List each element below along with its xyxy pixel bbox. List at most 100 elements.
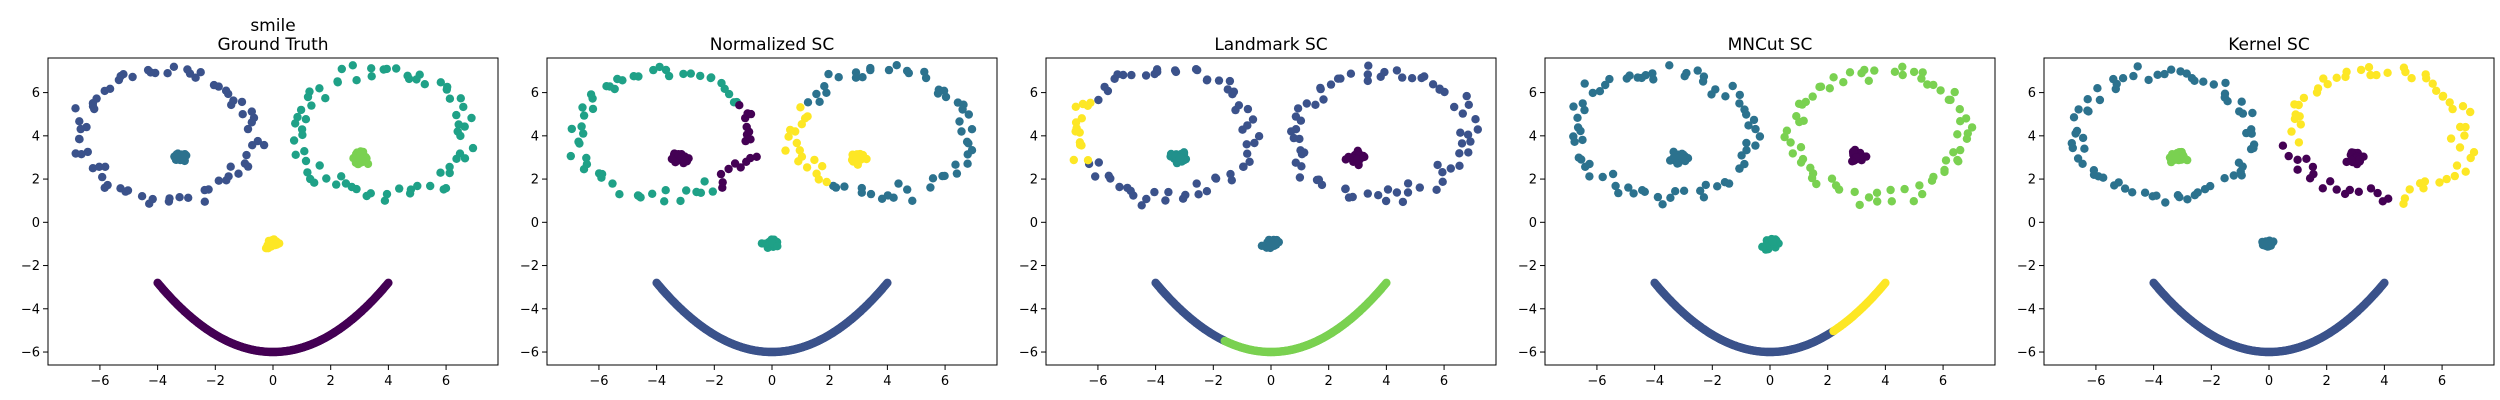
scatter-point bbox=[2220, 174, 2229, 183]
scatter-point bbox=[1936, 86, 1945, 95]
scatter-point bbox=[2083, 95, 2092, 104]
y-tick-label: 0 bbox=[2028, 216, 2036, 231]
scatter-point bbox=[1211, 174, 1221, 183]
scatter-point bbox=[1601, 80, 1610, 90]
scatter-point bbox=[71, 104, 80, 113]
scatter-point bbox=[926, 183, 935, 192]
scatter-point bbox=[822, 88, 831, 98]
scatter-point bbox=[1191, 65, 1201, 74]
scatter-point bbox=[436, 78, 445, 87]
y-tick-label: 2 bbox=[32, 173, 40, 188]
scatter-point bbox=[636, 193, 645, 202]
scatter-point bbox=[2405, 185, 2414, 194]
scatter-point bbox=[1941, 156, 1951, 165]
scatter-point bbox=[303, 168, 312, 177]
y-tick-label: 2 bbox=[1030, 173, 1038, 188]
scatter-point bbox=[2284, 151, 2293, 161]
scatter-point bbox=[1699, 193, 1709, 202]
scatter-point bbox=[1637, 73, 1646, 83]
scatter-point bbox=[1473, 125, 1483, 134]
scatter-point bbox=[2354, 187, 2363, 196]
scatter-point bbox=[2084, 107, 2093, 116]
scatter-points bbox=[1069, 61, 1483, 357]
scatter-point bbox=[1698, 77, 1708, 86]
scatter-point bbox=[1302, 99, 1312, 108]
scatter-point bbox=[2249, 140, 2259, 149]
scatter-point bbox=[1848, 157, 1857, 166]
y-tick-label: 6 bbox=[2028, 86, 2036, 101]
scatter-point bbox=[1161, 196, 1170, 205]
scatter-point bbox=[1829, 73, 1838, 82]
scatter-point bbox=[629, 72, 638, 81]
scatter-point bbox=[1457, 139, 1467, 148]
scatter-point bbox=[957, 127, 966, 136]
scatter-point bbox=[1171, 67, 1181, 77]
scatter-point bbox=[940, 171, 949, 181]
scatter-point bbox=[951, 160, 960, 169]
scatter-point bbox=[928, 174, 938, 183]
scatter-point bbox=[2445, 98, 2454, 107]
scatter-point bbox=[1735, 90, 1745, 100]
scatter-point bbox=[2093, 84, 2102, 93]
scatter-point bbox=[1243, 149, 1252, 158]
scatter-point bbox=[717, 78, 726, 88]
scatter-point bbox=[824, 69, 833, 79]
scatter-point bbox=[1578, 99, 1587, 108]
y-tick-label: 2 bbox=[531, 173, 539, 188]
scatter-point bbox=[1433, 160, 1442, 170]
plot-frame bbox=[1544, 57, 1996, 366]
scatter-point bbox=[337, 64, 346, 74]
scatter-point bbox=[1944, 95, 1954, 105]
x-tick-label: −4 bbox=[148, 374, 167, 389]
scatter-point bbox=[101, 162, 110, 171]
scatter-point bbox=[1595, 87, 1605, 96]
scatter-point bbox=[98, 172, 107, 182]
scatter-point bbox=[575, 139, 584, 148]
scatter-point bbox=[682, 186, 691, 195]
scatter-point bbox=[1758, 242, 1767, 251]
scatter-point bbox=[866, 189, 876, 199]
scatter-point bbox=[426, 181, 435, 191]
scatter-point bbox=[1456, 128, 1465, 137]
scatter-point bbox=[1608, 169, 1618, 179]
scatter-point bbox=[2118, 74, 2128, 83]
scatter-point bbox=[1967, 123, 1977, 132]
scatter-point bbox=[137, 192, 147, 201]
scatter-point bbox=[1864, 76, 1874, 86]
scatter-point bbox=[586, 90, 596, 99]
scatter-point bbox=[884, 65, 894, 75]
scatter-point bbox=[177, 152, 187, 161]
scatter-point bbox=[238, 110, 247, 119]
scatter-point bbox=[1254, 132, 1264, 141]
scatter-point bbox=[567, 124, 576, 134]
scatter-point bbox=[1796, 143, 1806, 152]
scatter-point bbox=[395, 184, 404, 193]
y-tick-label: −6 bbox=[2017, 346, 2036, 361]
scatter-point bbox=[1749, 115, 1759, 125]
scatter-point bbox=[2068, 143, 2077, 153]
scatter-point bbox=[1150, 69, 1159, 79]
scatter-point bbox=[1580, 105, 1589, 115]
panel-2: Normalized SC −6 −4 −2 0 2 4 6 −6 −4 −2 0 2 4 6 bbox=[520, 35, 998, 389]
scatter-point bbox=[2419, 184, 2428, 193]
scatter-point bbox=[1083, 101, 1093, 111]
scatter-point bbox=[1374, 191, 1383, 200]
scatter-point bbox=[456, 94, 465, 103]
scatter-point bbox=[1909, 197, 1919, 206]
scatter-point bbox=[289, 136, 299, 145]
scatter-point bbox=[602, 82, 611, 91]
scatter-point bbox=[1855, 200, 1864, 210]
panel-title: Ground Truth bbox=[217, 35, 328, 55]
scatter-point bbox=[1094, 95, 1103, 105]
x-tick-label: 4 bbox=[883, 374, 891, 389]
y-tick-label: −4 bbox=[21, 302, 40, 317]
y-tick-label: −6 bbox=[520, 346, 539, 361]
scatter-point bbox=[797, 152, 807, 161]
scatter-point bbox=[209, 80, 219, 90]
scatter-point bbox=[579, 129, 588, 138]
scatter-point bbox=[2153, 70, 2162, 80]
scatter-point bbox=[1881, 278, 1890, 287]
scatter-point bbox=[1614, 188, 1623, 198]
y-tick-label: 0 bbox=[1030, 216, 1038, 231]
